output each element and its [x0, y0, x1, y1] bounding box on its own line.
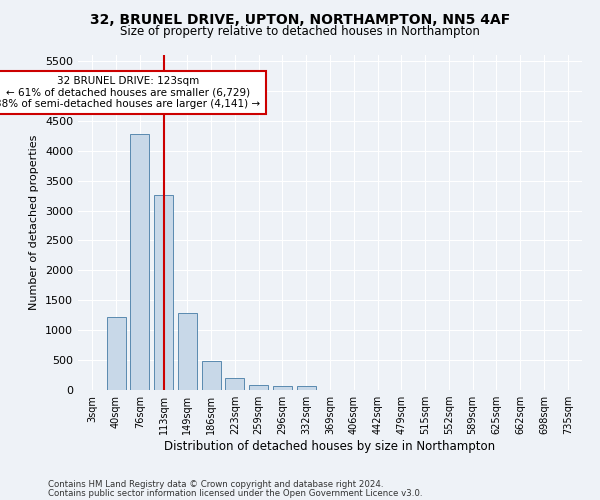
Bar	[273, 386, 292, 390]
Text: 32, BRUNEL DRIVE, UPTON, NORTHAMPTON, NN5 4AF: 32, BRUNEL DRIVE, UPTON, NORTHAMPTON, NN…	[90, 12, 510, 26]
Bar	[297, 386, 316, 390]
X-axis label: Distribution of detached houses by size in Northampton: Distribution of detached houses by size …	[164, 440, 496, 453]
Bar	[178, 314, 197, 390]
Bar	[130, 134, 149, 390]
Bar	[226, 378, 244, 390]
Bar	[202, 360, 221, 390]
Text: Contains public sector information licensed under the Open Government Licence v3: Contains public sector information licen…	[48, 488, 422, 498]
Text: Contains HM Land Registry data © Crown copyright and database right 2024.: Contains HM Land Registry data © Crown c…	[48, 480, 383, 489]
Bar	[107, 317, 125, 390]
Text: 32 BRUNEL DRIVE: 123sqm
← 61% of detached houses are smaller (6,729)
38% of semi: 32 BRUNEL DRIVE: 123sqm ← 61% of detache…	[0, 76, 260, 109]
Text: Size of property relative to detached houses in Northampton: Size of property relative to detached ho…	[120, 25, 480, 38]
Bar	[154, 195, 173, 390]
Y-axis label: Number of detached properties: Number of detached properties	[29, 135, 40, 310]
Bar	[249, 384, 268, 390]
